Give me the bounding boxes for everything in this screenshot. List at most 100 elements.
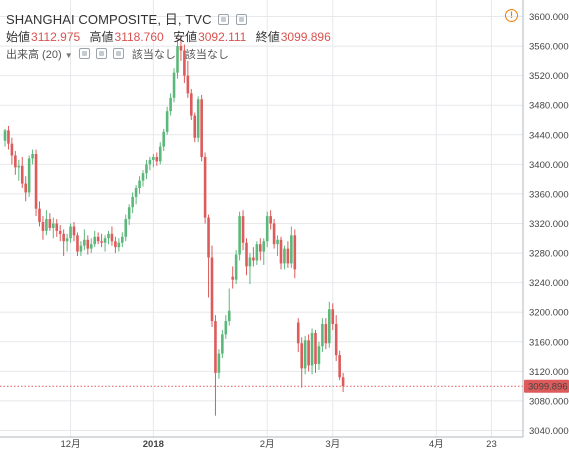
candle[interactable] — [7, 125, 10, 150]
candle[interactable] — [190, 88, 193, 120]
candle[interactable] — [217, 349, 221, 379]
candle[interactable] — [331, 303, 335, 330]
candle[interactable] — [303, 335, 307, 375]
candle[interactable] — [114, 236, 117, 254]
candle[interactable] — [341, 372, 345, 393]
candle[interactable] — [41, 216, 45, 240]
candle[interactable] — [262, 238, 266, 265]
candle[interactable] — [317, 341, 321, 370]
candle[interactable] — [179, 35, 183, 61]
candle[interactable] — [152, 154, 155, 168]
candle[interactable] — [24, 176, 27, 202]
candle[interactable] — [96, 232, 100, 245]
candle[interactable] — [86, 235, 90, 255]
candle[interactable] — [248, 253, 252, 285]
candle[interactable] — [55, 219, 59, 237]
candle[interactable] — [107, 230, 110, 245]
candle[interactable] — [259, 238, 262, 261]
candle[interactable] — [231, 266, 234, 289]
candle[interactable] — [134, 185, 138, 205]
candle[interactable] — [72, 222, 76, 242]
eye-icon[interactable] — [78, 48, 90, 59]
candle[interactable] — [83, 229, 86, 251]
alert-icon[interactable]: ! — [505, 9, 518, 22]
candle[interactable] — [162, 128, 165, 152]
candle[interactable] — [296, 318, 300, 353]
chevron-down-icon[interactable]: ▼ — [64, 51, 73, 60]
candle[interactable] — [65, 233, 69, 252]
candle[interactable] — [69, 223, 72, 243]
candle[interactable] — [338, 350, 341, 381]
candle[interactable] — [283, 245, 286, 270]
settings-icon[interactable] — [218, 14, 230, 25]
candle[interactable] — [193, 112, 197, 143]
candle[interactable] — [48, 213, 52, 231]
close-series-icon[interactable] — [236, 14, 248, 25]
volume-label[interactable]: 出来高 (20) — [6, 49, 62, 61]
candle[interactable] — [200, 94, 203, 162]
candle[interactable] — [328, 301, 331, 348]
candle[interactable] — [131, 192, 134, 214]
candle[interactable] — [52, 217, 55, 239]
candle[interactable] — [10, 137, 14, 165]
candle[interactable] — [58, 224, 62, 242]
candle[interactable] — [276, 235, 279, 257]
candle[interactable] — [238, 211, 241, 261]
candle[interactable] — [210, 245, 214, 327]
candle[interactable] — [252, 247, 255, 267]
candle[interactable] — [310, 328, 314, 375]
candle[interactable] — [45, 210, 48, 236]
candle[interactable] — [117, 238, 121, 252]
candle[interactable] — [214, 315, 217, 416]
candle[interactable] — [314, 329, 317, 373]
candle[interactable] — [158, 142, 162, 165]
candle[interactable] — [241, 210, 245, 251]
candle[interactable] — [27, 155, 31, 197]
candle[interactable] — [79, 241, 83, 257]
candle[interactable] — [245, 238, 248, 276]
candle[interactable] — [3, 128, 7, 147]
candle[interactable] — [224, 315, 228, 339]
candle[interactable] — [300, 337, 303, 388]
candle[interactable] — [124, 214, 128, 242]
candle[interactable] — [76, 232, 79, 257]
candle-layer[interactable] — [3, 35, 345, 416]
settings-icon[interactable] — [95, 48, 107, 59]
candle[interactable] — [234, 250, 238, 285]
candle[interactable] — [93, 230, 96, 248]
candle[interactable] — [286, 241, 290, 268]
candle[interactable] — [38, 201, 41, 227]
candle[interactable] — [265, 211, 269, 248]
candle[interactable] — [20, 156, 24, 189]
candle[interactable] — [148, 156, 152, 171]
candle[interactable] — [186, 60, 190, 98]
candle[interactable] — [324, 318, 328, 350]
close-volume-icon[interactable] — [112, 48, 124, 59]
candle[interactable] — [293, 229, 297, 279]
candle[interactable] — [290, 226, 293, 268]
candle[interactable] — [141, 170, 145, 187]
candle[interactable] — [14, 151, 17, 175]
candle[interactable] — [172, 68, 176, 103]
candle[interactable] — [127, 204, 131, 225]
candle[interactable] — [138, 176, 141, 194]
candle[interactable] — [62, 229, 65, 257]
symbol-title[interactable]: SHANGHAI COMPOSITE, 日, TVC — [6, 12, 212, 27]
candle[interactable] — [110, 226, 114, 246]
candle[interactable] — [176, 40, 179, 79]
candle[interactable] — [279, 236, 283, 270]
candle[interactable] — [89, 238, 93, 254]
candle[interactable] — [121, 232, 124, 248]
candle[interactable] — [169, 93, 172, 116]
candle[interactable] — [227, 288, 231, 326]
candle[interactable] — [196, 96, 200, 143]
candle[interactable] — [255, 241, 259, 265]
candle[interactable] — [17, 159, 21, 181]
candle[interactable] — [145, 159, 148, 180]
candle[interactable] — [334, 315, 338, 362]
candle[interactable] — [155, 152, 159, 166]
candle[interactable] — [165, 106, 169, 135]
candle[interactable] — [269, 210, 272, 230]
candle[interactable] — [31, 149, 34, 165]
